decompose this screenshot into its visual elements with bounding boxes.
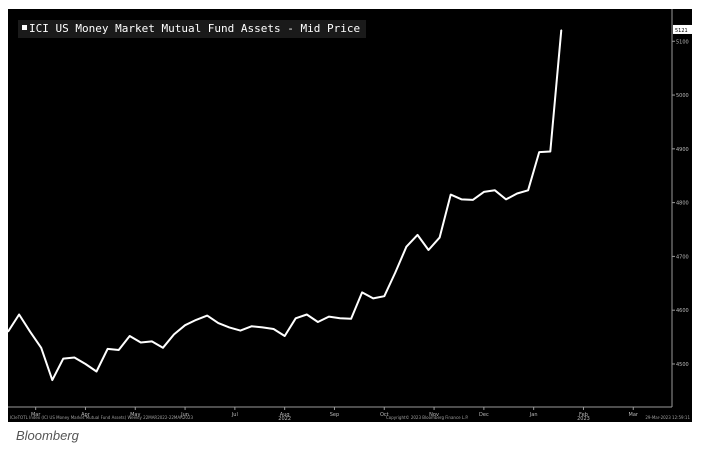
y-tick-label: 4600	[676, 308, 689, 314]
data-point	[527, 189, 529, 191]
source-credit: Bloomberg	[16, 428, 79, 443]
chart-frame: 4500 4600 4700 4800 4900 5000 5100 Mar Apr May Jun…	[8, 9, 692, 422]
data-point	[560, 29, 562, 31]
data-point	[8, 331, 9, 333]
data-point	[107, 348, 109, 350]
data-point	[261, 326, 264, 328]
y-tick-label: 4800	[676, 201, 689, 207]
data-point	[73, 356, 75, 359]
data-point	[239, 330, 241, 332]
footer-right: 29-Mar-2023 12:59:11	[645, 415, 690, 420]
x-tick-label: Jul	[231, 412, 238, 418]
data-point	[29, 331, 31, 333]
data-point	[40, 347, 42, 349]
legend-swatch	[22, 25, 27, 30]
x-year-label: 2022	[278, 416, 291, 422]
y-tick-label: 4500	[676, 362, 689, 368]
data-point	[339, 317, 341, 319]
x-tick-label: Mar	[31, 412, 41, 418]
x-tick-label: Aug	[280, 412, 290, 418]
legend-label: ICI US Money Market Mutual Fund Assets -…	[29, 22, 361, 35]
x-tick-label: Dec	[479, 412, 489, 418]
data-point	[173, 333, 175, 335]
data-point	[151, 340, 153, 342]
data-point	[394, 271, 396, 274]
data-point	[317, 321, 319, 323]
data-point	[372, 297, 374, 299]
data-point	[162, 347, 164, 349]
data-point	[84, 363, 87, 365]
last-value-label: 5121	[675, 28, 688, 34]
data-point	[328, 316, 330, 318]
data-point	[427, 249, 430, 251]
line-chart: 4500 4600 4700 4800 4900 5000 5100 Mar Apr May Jun…	[8, 9, 692, 422]
data-point	[505, 198, 507, 200]
data-point	[140, 341, 142, 344]
data-point	[51, 379, 53, 381]
data-point	[472, 199, 474, 201]
last-value-tag	[673, 24, 692, 34]
data-point	[405, 246, 407, 248]
y-tick-label: 4900	[676, 147, 689, 153]
data-point	[361, 291, 363, 294]
data-point	[516, 192, 518, 195]
x-tick-label: Jun	[180, 412, 189, 418]
data-point	[118, 349, 120, 351]
data-point	[129, 335, 131, 337]
y-tick-label: 4700	[676, 254, 689, 260]
data-point	[483, 191, 485, 193]
data-point	[250, 325, 253, 327]
data-point	[184, 324, 186, 326]
data-point	[494, 189, 496, 191]
footer-left: ICIeTOTL Index (ICI US Money Market Mutu…	[10, 415, 194, 420]
data-point	[538, 151, 540, 153]
x-tick-label: May	[130, 412, 140, 418]
y-tick-label: 5100	[676, 39, 689, 45]
data-point	[450, 193, 452, 196]
data-point	[295, 317, 297, 319]
data-point	[206, 314, 208, 317]
data-point	[383, 295, 385, 297]
data-point	[350, 318, 352, 320]
data-point	[416, 234, 419, 236]
data-point	[195, 319, 197, 321]
data-point	[306, 313, 308, 316]
x-tick-label: Feb	[579, 412, 588, 418]
x-tick-label: Oct	[380, 412, 389, 418]
x-year-label: 2023	[577, 416, 590, 422]
x-tick-label: Jan	[529, 412, 538, 418]
chart-legend: ICI US Money Market Mutual Fund Assets -…	[18, 20, 367, 38]
x-tick-label: Mar	[629, 412, 639, 418]
x-tick-label: Nov	[429, 412, 439, 418]
data-point	[549, 150, 551, 153]
data-point	[18, 313, 20, 316]
series-line	[8, 29, 563, 382]
data-point	[273, 328, 275, 330]
data-point	[461, 198, 463, 200]
data-point	[217, 322, 219, 324]
y-tick-label: 5000	[676, 93, 689, 99]
data-point	[62, 357, 64, 360]
data-point	[95, 370, 98, 373]
data-point	[284, 335, 286, 337]
data-point	[439, 236, 441, 239]
x-tick-label: Apr	[81, 412, 91, 418]
data-point	[228, 326, 230, 328]
footer-center: Copyright© 2023 Bloomberg Finance L.P.	[386, 415, 468, 420]
x-tick-label: Sep	[330, 412, 339, 418]
